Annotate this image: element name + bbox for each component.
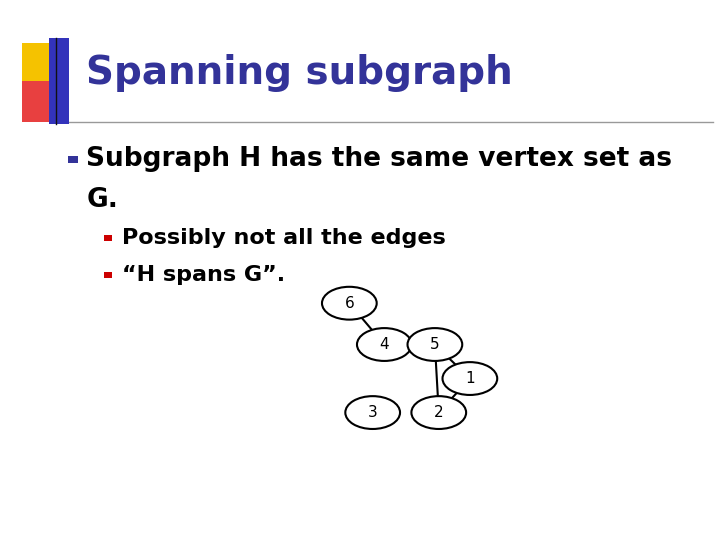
Text: Spanning subgraph: Spanning subgraph [86,54,513,92]
Text: 6: 6 [344,296,354,310]
Bar [104,272,112,279]
Text: 1: 1 [465,371,474,386]
Text: 4: 4 [379,337,389,352]
Ellipse shape [322,287,377,320]
Bar [22,43,61,84]
Text: Subgraph H has the same vertex set as: Subgraph H has the same vertex set as [86,146,672,172]
Text: 5: 5 [430,337,440,352]
Text: “H spans G”.: “H spans G”. [122,265,286,286]
Bar [22,81,61,122]
Ellipse shape [443,362,498,395]
Bar [49,38,69,124]
Ellipse shape [357,328,412,361]
Bar [68,156,78,163]
Text: G.: G. [86,187,118,213]
Ellipse shape [411,396,466,429]
Text: Possibly not all the edges: Possibly not all the edges [122,227,446,248]
Ellipse shape [408,328,462,361]
Text: 2: 2 [434,405,444,420]
Bar [104,234,112,240]
Ellipse shape [346,396,400,429]
Text: 3: 3 [368,405,377,420]
